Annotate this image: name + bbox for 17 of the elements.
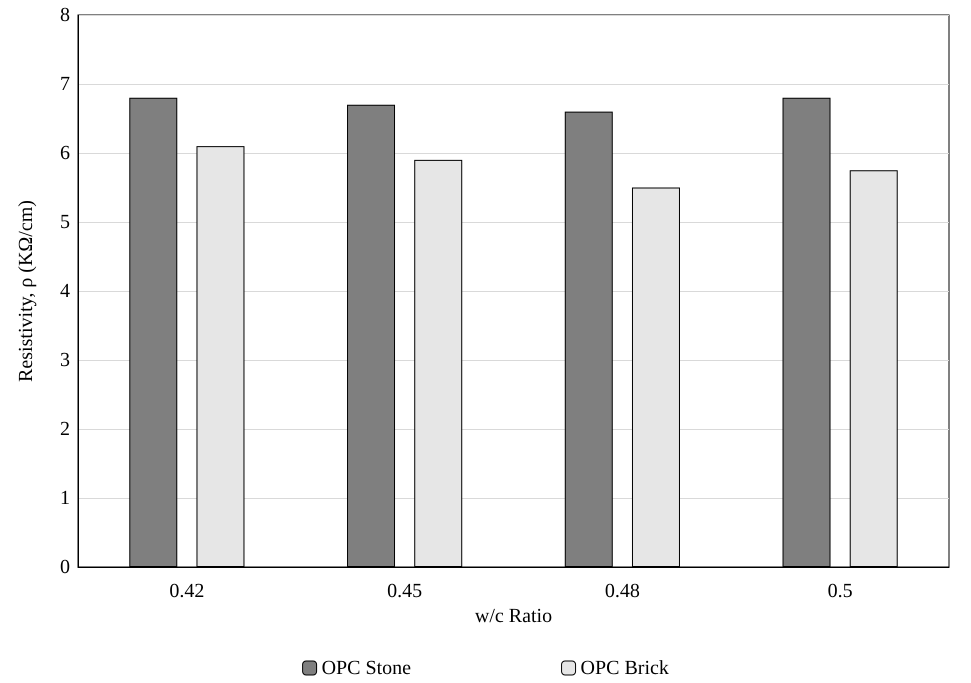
y-tick-label: 0 [60,556,70,578]
x-axis-title: w/c Ratio [474,604,552,627]
legend-label: OPC Stone [322,657,412,679]
x-tick-label: 0.48 [604,580,640,602]
x-tick-label: 0.42 [169,580,204,602]
y-axis-title: Resistivity, ρ (KΩ/cm) [15,200,37,382]
x-tick-label: 0.5 [828,580,853,602]
y-tick-label: 5 [60,211,70,233]
y-tick-label: 1 [60,487,70,509]
y-tick-label: 2 [60,418,70,440]
y-tick-label: 8 [60,4,70,26]
legend-label: OPC Brick [580,657,669,679]
y-tick-label: 3 [60,349,70,371]
y-tick-label: 4 [60,280,70,302]
y-tick-label: 6 [60,142,70,164]
x-tick-label: 0.45 [387,580,422,602]
y-tick-label: 7 [60,73,70,95]
